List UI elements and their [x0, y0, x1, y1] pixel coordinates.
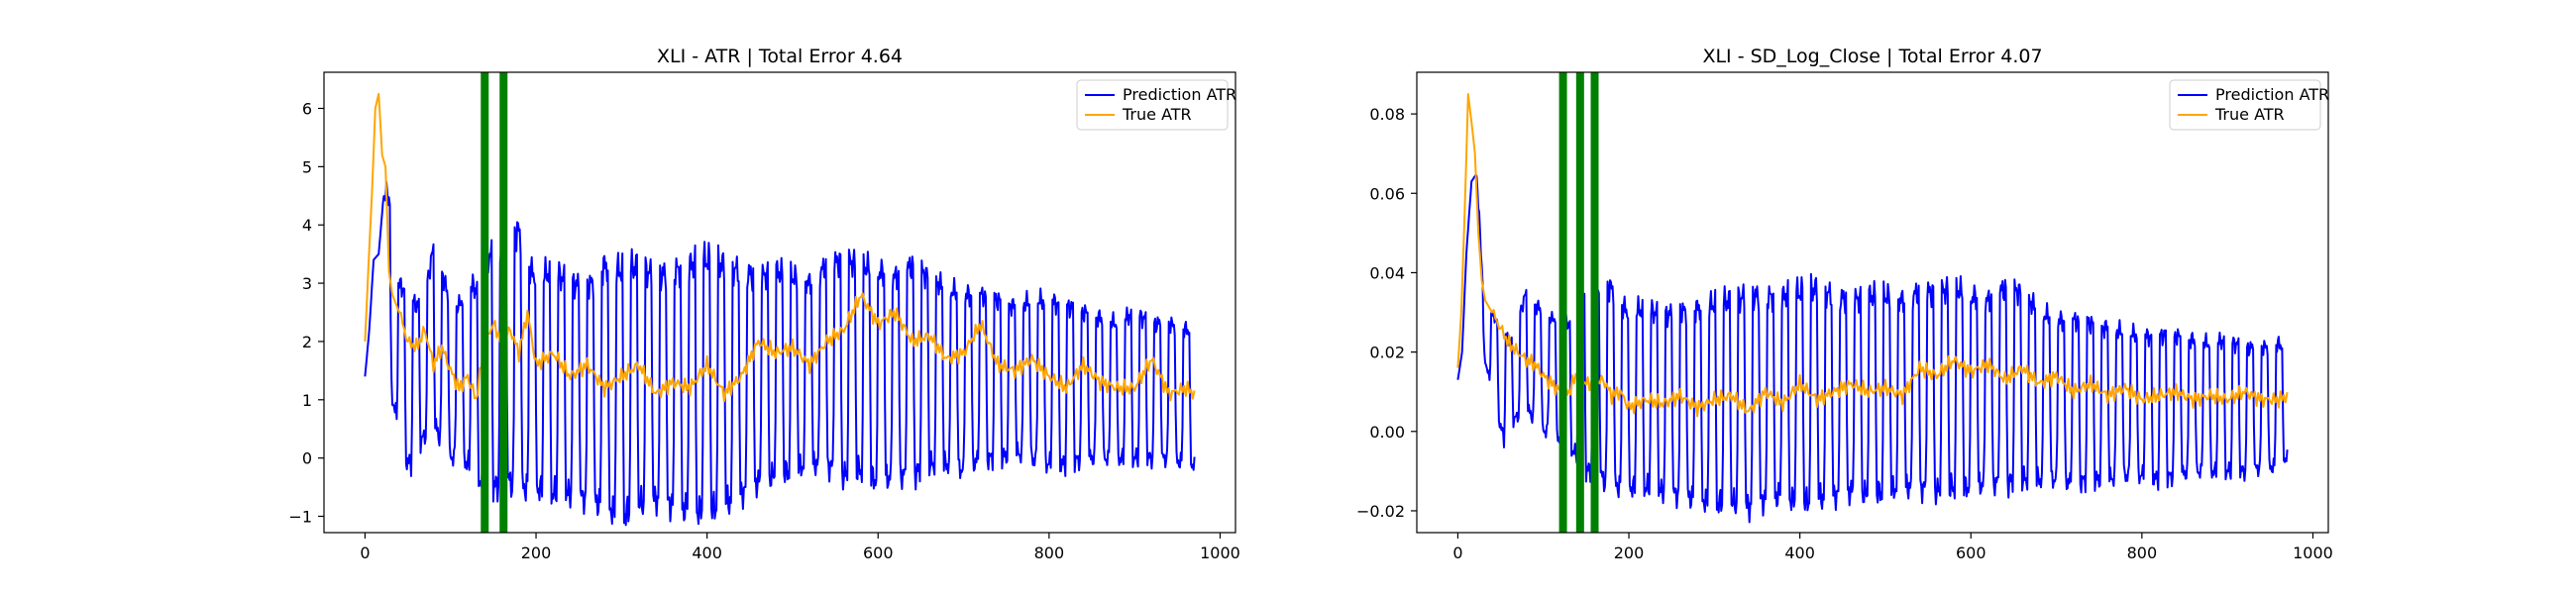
axes-frame	[1416, 71, 2329, 534]
y-tick-label: 5	[302, 157, 312, 176]
y-tick-label: 0.04	[1369, 263, 1405, 282]
x-tick-label: 200	[521, 544, 552, 562]
x-tick-label: 1000	[2293, 544, 2333, 562]
y-tick-label: 1	[302, 391, 312, 410]
x-tick-label: 800	[2127, 544, 2158, 562]
y-tick-label: 0.00	[1369, 423, 1405, 442]
legend-box	[1076, 79, 1229, 131]
y-tick-label: 0.06	[1369, 184, 1405, 203]
chart-1: 0 200 400 600 800 1000 −1 0 1 2 3 4 5 6 XLI - ATR | To…	[288, 46, 1239, 562]
x-tick-label: 600	[1956, 544, 1986, 562]
y-tick-label: −1	[288, 508, 312, 527]
x-tick-label: 600	[863, 544, 894, 562]
y-tick-label: 4	[302, 216, 312, 235]
legend-label: Prediction ATR	[1123, 85, 1236, 104]
x-tick-label: 1000	[1200, 544, 1240, 562]
y-tick-label: 0	[302, 449, 312, 468]
x-tick-label: 0	[360, 544, 370, 562]
y-tick-label: −0.02	[1356, 502, 1405, 521]
plot-area	[1456, 72, 2289, 533]
chart-title: XLI - ATR | Total Error 4.64	[657, 46, 903, 67]
y-tick-label: 3	[302, 274, 312, 293]
chart-title: XLI - SD_Log_Close | Total Error 4.07	[1702, 46, 2042, 67]
legend-box	[2169, 79, 2321, 131]
plot-area	[364, 72, 1196, 533]
x-tick-label: 200	[1614, 544, 1645, 562]
legend-label: True ATR	[2214, 105, 2285, 124]
y-tick-label: 0.02	[1369, 344, 1405, 362]
y-tick-label: 2	[302, 333, 312, 351]
legend-label: Prediction ATR	[2215, 85, 2329, 104]
legend-label: True ATR	[1122, 105, 1192, 124]
chart-2: 0 200 400 600 800 1000 −0.02 0.00 0.02 0.04 0.06 0.…	[1356, 46, 2333, 562]
x-tick-label: 800	[1034, 544, 1065, 562]
y-tick-label: 6	[302, 99, 312, 118]
x-tick-label: 400	[1784, 544, 1815, 562]
x-tick-label: 400	[692, 544, 722, 562]
x-tick-label: 0	[1452, 544, 1462, 562]
axes-frame	[323, 71, 1236, 534]
y-tick-label: 0.08	[1369, 105, 1405, 124]
